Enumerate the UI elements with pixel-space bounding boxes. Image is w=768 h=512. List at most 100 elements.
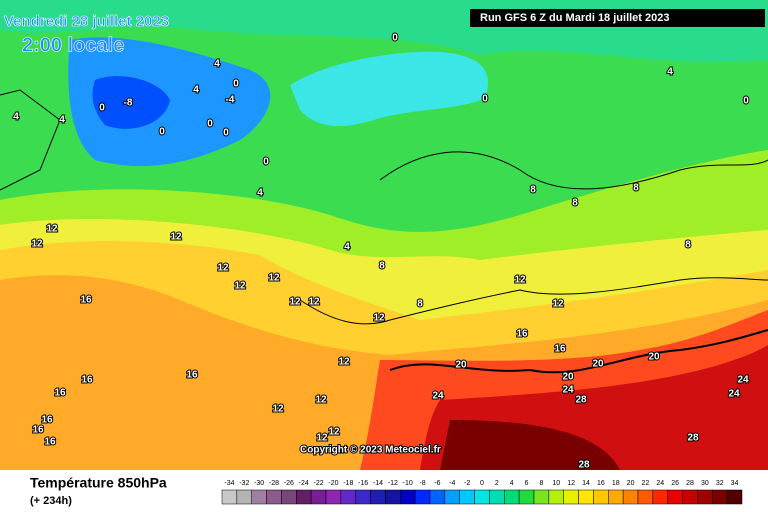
contour-label: 12 xyxy=(46,224,58,235)
contour-label: 8 xyxy=(379,261,385,272)
contour-label: -8 xyxy=(124,98,133,109)
scale-label: -30 xyxy=(254,480,264,487)
contour-label: 16 xyxy=(516,329,528,340)
scale-label: -34 xyxy=(224,480,234,487)
contour-label: 12 xyxy=(31,239,43,250)
contour-label: 12 xyxy=(552,299,564,310)
scale-label: 34 xyxy=(731,480,739,487)
scale-swatch xyxy=(548,489,564,505)
contour-label: 16 xyxy=(41,415,53,426)
contour-label: 12 xyxy=(308,297,320,308)
scale-swatch xyxy=(429,489,446,505)
contour-label: 24 xyxy=(737,375,749,386)
scale-swatch xyxy=(726,489,743,505)
contour-label: 4 xyxy=(193,85,199,96)
scale-label: 32 xyxy=(716,480,724,487)
contour-label: 12 xyxy=(217,263,229,274)
contour-label: 0 xyxy=(223,128,229,139)
scale-label: 30 xyxy=(701,480,709,487)
contour-label: 4 xyxy=(344,242,350,253)
contour-label: 8 xyxy=(417,299,423,310)
contour-label: 28 xyxy=(575,395,587,406)
scale-label: -24 xyxy=(299,480,309,487)
contour-label: 0 xyxy=(392,33,398,44)
run-label: Run GFS 6 Z du Mardi 18 juillet 2023 xyxy=(480,12,670,24)
scale-label: -32 xyxy=(239,480,249,487)
contour-label: 24 xyxy=(728,389,740,400)
contour-label: 12 xyxy=(272,404,284,415)
scale-label: -18 xyxy=(343,480,353,487)
contour-label: 4 xyxy=(257,188,263,199)
contour-label: 16 xyxy=(54,388,66,399)
scale-label: -6 xyxy=(434,480,440,487)
scale-swatch xyxy=(340,489,356,505)
contour-label: 12 xyxy=(315,395,327,406)
scale-swatch xyxy=(637,489,654,505)
field-maroon xyxy=(440,420,620,470)
contour-label: 8 xyxy=(633,183,639,194)
scale-swatch xyxy=(563,489,579,505)
scale-swatch xyxy=(652,489,668,505)
contour-label: 0 xyxy=(233,79,239,90)
contour-label: 4 xyxy=(59,115,65,126)
scale-swatch xyxy=(400,489,416,505)
contour-label: 12 xyxy=(316,433,328,444)
contour-label: 12 xyxy=(268,273,280,284)
scale-swatch xyxy=(370,489,386,505)
scale-swatch xyxy=(355,489,371,505)
contour-label: 12 xyxy=(373,313,385,324)
scale-label: 0 xyxy=(480,480,484,487)
contour-label: 24 xyxy=(562,385,574,396)
field-darkblue xyxy=(92,76,170,129)
contour-label: 16 xyxy=(80,295,92,306)
scale-swatch xyxy=(608,489,624,505)
contour-label: 24 xyxy=(432,391,444,402)
scale-label: 28 xyxy=(686,480,694,487)
contour-label: 12 xyxy=(514,275,526,286)
contour-label: 0 xyxy=(99,103,105,114)
scale-swatch xyxy=(325,489,342,505)
scale-swatch xyxy=(251,489,267,505)
scale-swatch xyxy=(236,489,252,505)
lead-time: (+ 234h) xyxy=(30,495,72,507)
scale-swatch xyxy=(533,489,550,505)
map-fields xyxy=(0,0,768,470)
contour-label: 20 xyxy=(648,352,660,363)
scale-swatch xyxy=(504,489,520,505)
contour-label: 16 xyxy=(44,437,56,448)
contour-label: 20 xyxy=(455,360,467,371)
scale-swatch xyxy=(444,489,460,505)
scale-swatch xyxy=(622,489,639,505)
scale-swatch xyxy=(459,489,475,505)
contour-label: 8 xyxy=(572,198,578,209)
scale-swatch xyxy=(310,489,327,505)
color-scale: -34 -32 -30 -28 -26 -24 -22 -20 -18 -16 -14 -12 -10-… xyxy=(221,480,743,505)
scale-label: 6 xyxy=(525,480,529,487)
contour-label: 12 xyxy=(338,357,350,368)
contour-label: 0 xyxy=(159,127,165,138)
contour-label: 0 xyxy=(743,96,749,107)
contour-label: 16 xyxy=(32,425,44,436)
scale-label: 18 xyxy=(612,480,620,487)
field-cyan xyxy=(290,51,488,127)
scale-swatch xyxy=(518,489,535,505)
scale-label: -16 xyxy=(358,480,368,487)
scale-label: -28 xyxy=(269,480,279,487)
scale-swatch xyxy=(697,489,713,505)
scale-swatch xyxy=(221,489,238,505)
scale-label: -22 xyxy=(314,480,324,487)
date-label: Vendredi 28 juillet 2023 xyxy=(4,13,169,30)
scale-label: 2 xyxy=(495,480,499,487)
contour-label: 16 xyxy=(186,370,198,381)
run-banner xyxy=(470,9,765,27)
scale-label: 14 xyxy=(582,480,590,487)
scale-swatch xyxy=(667,489,683,505)
contour-label: 12 xyxy=(328,427,340,438)
scale-swatch xyxy=(489,489,505,505)
coastline xyxy=(0,89,61,191)
contour-label: 0 xyxy=(263,157,269,168)
contour-label: 4 xyxy=(667,67,673,78)
scale-label: -8 xyxy=(419,480,425,487)
